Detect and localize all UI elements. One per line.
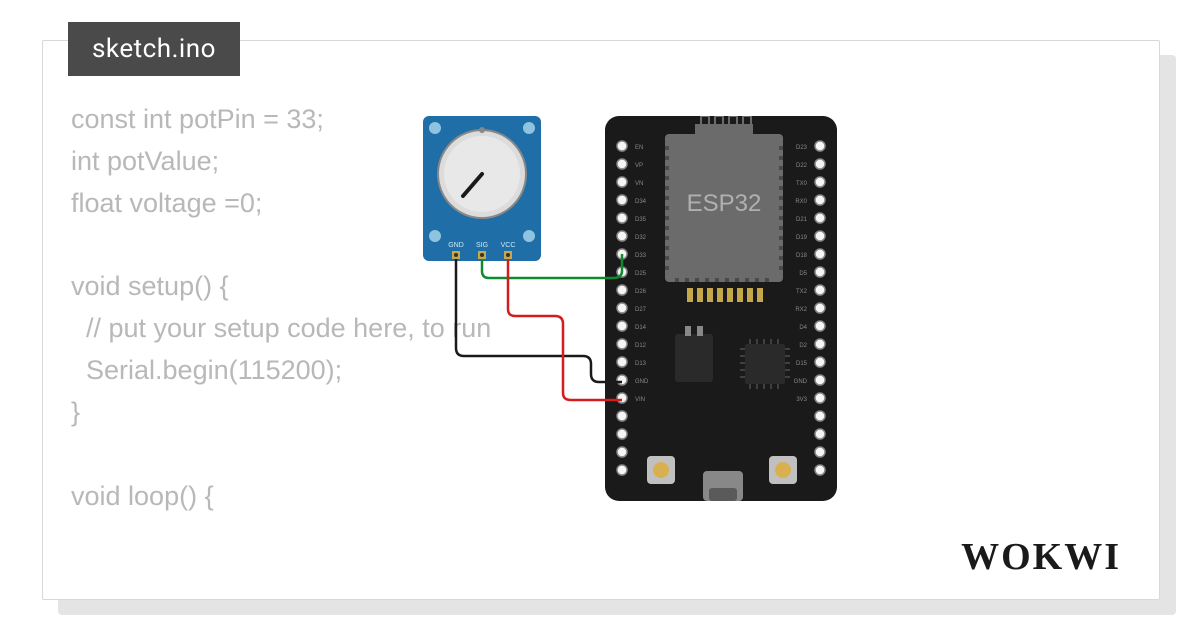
- filename-tab[interactable]: sketch.ino: [68, 22, 240, 76]
- wire-vcc: [423, 116, 843, 516]
- editor-card: const int potPin = 33; int potValue; flo…: [42, 40, 1160, 600]
- wokwi-logo: WOKWI: [961, 535, 1121, 579]
